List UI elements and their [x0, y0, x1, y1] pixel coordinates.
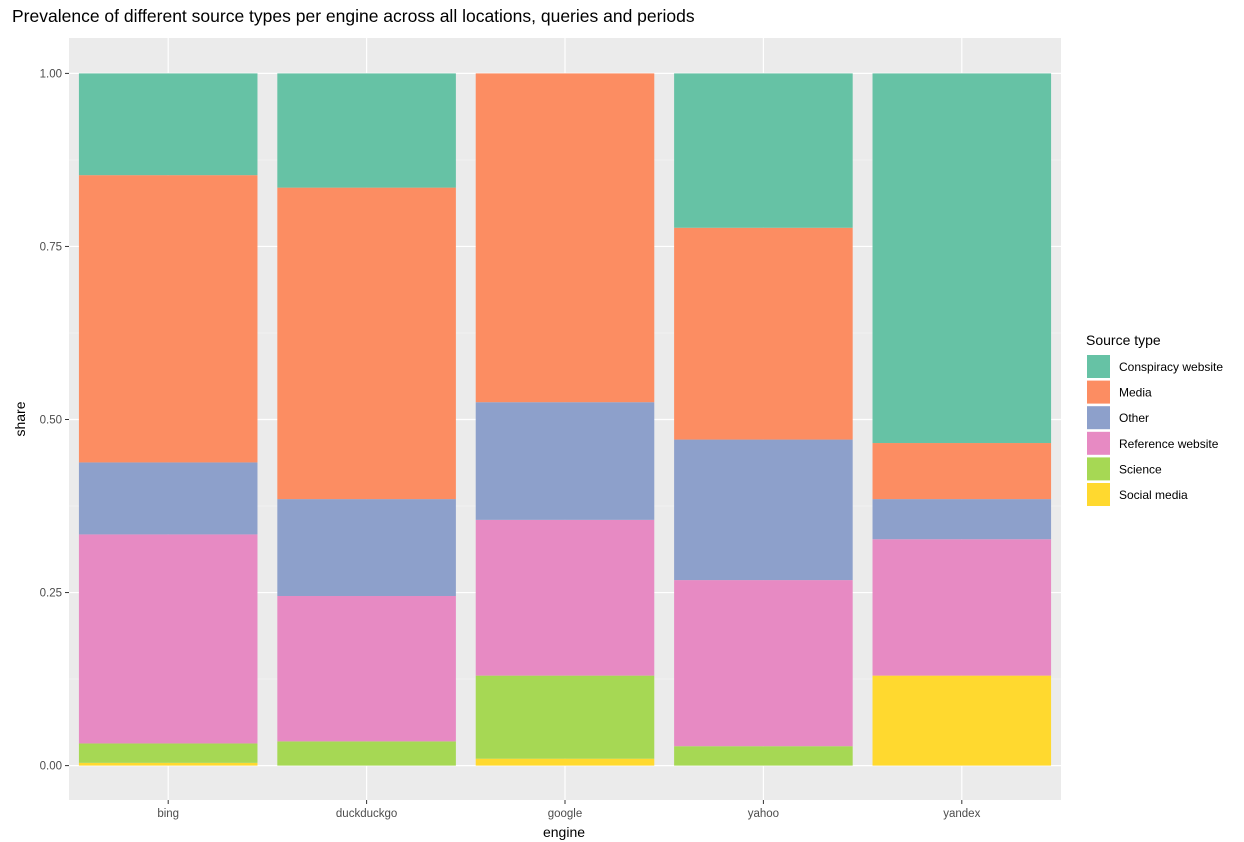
bar-yahoo-reference-website	[674, 580, 853, 747]
bar-bing-media	[78, 175, 258, 463]
x-tick-label: bing	[157, 808, 179, 820]
bar-duckduckgo-science	[277, 741, 456, 766]
legend-key	[1087, 483, 1110, 506]
x-axis-title: engine	[543, 824, 585, 840]
x-axis: bing duckduckgo google yahoo yandex	[157, 800, 981, 820]
y-tick-label: 1.00	[40, 68, 62, 80]
y-tick-label: 0.25	[40, 588, 62, 600]
bar-bing-other	[78, 462, 258, 535]
bar-yandex-social-media	[872, 675, 1052, 766]
y-tick-label: 0.50	[40, 415, 62, 427]
bar-bing-conspiracy-website	[78, 73, 258, 176]
legend-label: Social media	[1119, 488, 1188, 502]
bar-bing-science	[78, 743, 258, 763]
x-tick-label: duckduckgo	[336, 808, 397, 820]
bar-bing-social-media	[78, 762, 258, 766]
bar-duckduckgo-conspiracy-website	[277, 73, 456, 188]
bar-yahoo-conspiracy-website	[674, 73, 853, 228]
legend-title: Source type	[1086, 332, 1161, 348]
y-tick-label: 0.00	[40, 761, 62, 773]
legend-label: Conspiracy website	[1119, 360, 1223, 374]
bar-google-science	[475, 675, 655, 759]
legend-key	[1087, 380, 1110, 404]
bar-duckduckgo-reference-website	[277, 596, 456, 742]
bar-google-media	[475, 73, 655, 403]
bar-google-reference-website	[475, 519, 655, 676]
bar-duckduckgo-media	[277, 187, 456, 500]
legend-label: Media	[1119, 386, 1152, 400]
bars	[78, 73, 1052, 766]
legend-key	[1087, 431, 1110, 455]
bar-yahoo-other	[674, 439, 853, 581]
bar-yahoo-media	[674, 227, 853, 440]
legend-label: Science	[1119, 462, 1162, 476]
bar-yandex-reference-website	[872, 539, 1052, 676]
legend-label: Reference website	[1119, 437, 1219, 451]
bar-yandex-conspiracy-website	[872, 73, 1052, 444]
legend-key	[1087, 406, 1110, 430]
y-tick-label: 0.75	[40, 241, 62, 253]
x-tick-label: yandex	[943, 808, 980, 820]
legend-label: Other	[1119, 411, 1149, 425]
legend-key	[1087, 355, 1110, 378]
chart-title: Prevalence of different source types per…	[12, 6, 695, 26]
y-axis-title: share	[12, 401, 28, 436]
y-axis: 0.00 0.25 0.50 0.75 1.00	[40, 68, 69, 773]
bar-yandex-media	[872, 443, 1052, 500]
bar-duckduckgo-other	[277, 499, 456, 597]
bar-yahoo-science	[674, 746, 853, 766]
bar-bing-reference-website	[78, 534, 258, 744]
x-tick-label: yahoo	[748, 808, 779, 820]
x-tick-label: google	[548, 808, 583, 820]
legend-key	[1087, 457, 1110, 481]
bar-google-social-media	[475, 758, 655, 766]
legend: Source type Conspiracy website Media Other…	[1086, 332, 1223, 506]
bar-yandex-other	[872, 499, 1052, 540]
bar-google-other	[475, 402, 655, 520]
